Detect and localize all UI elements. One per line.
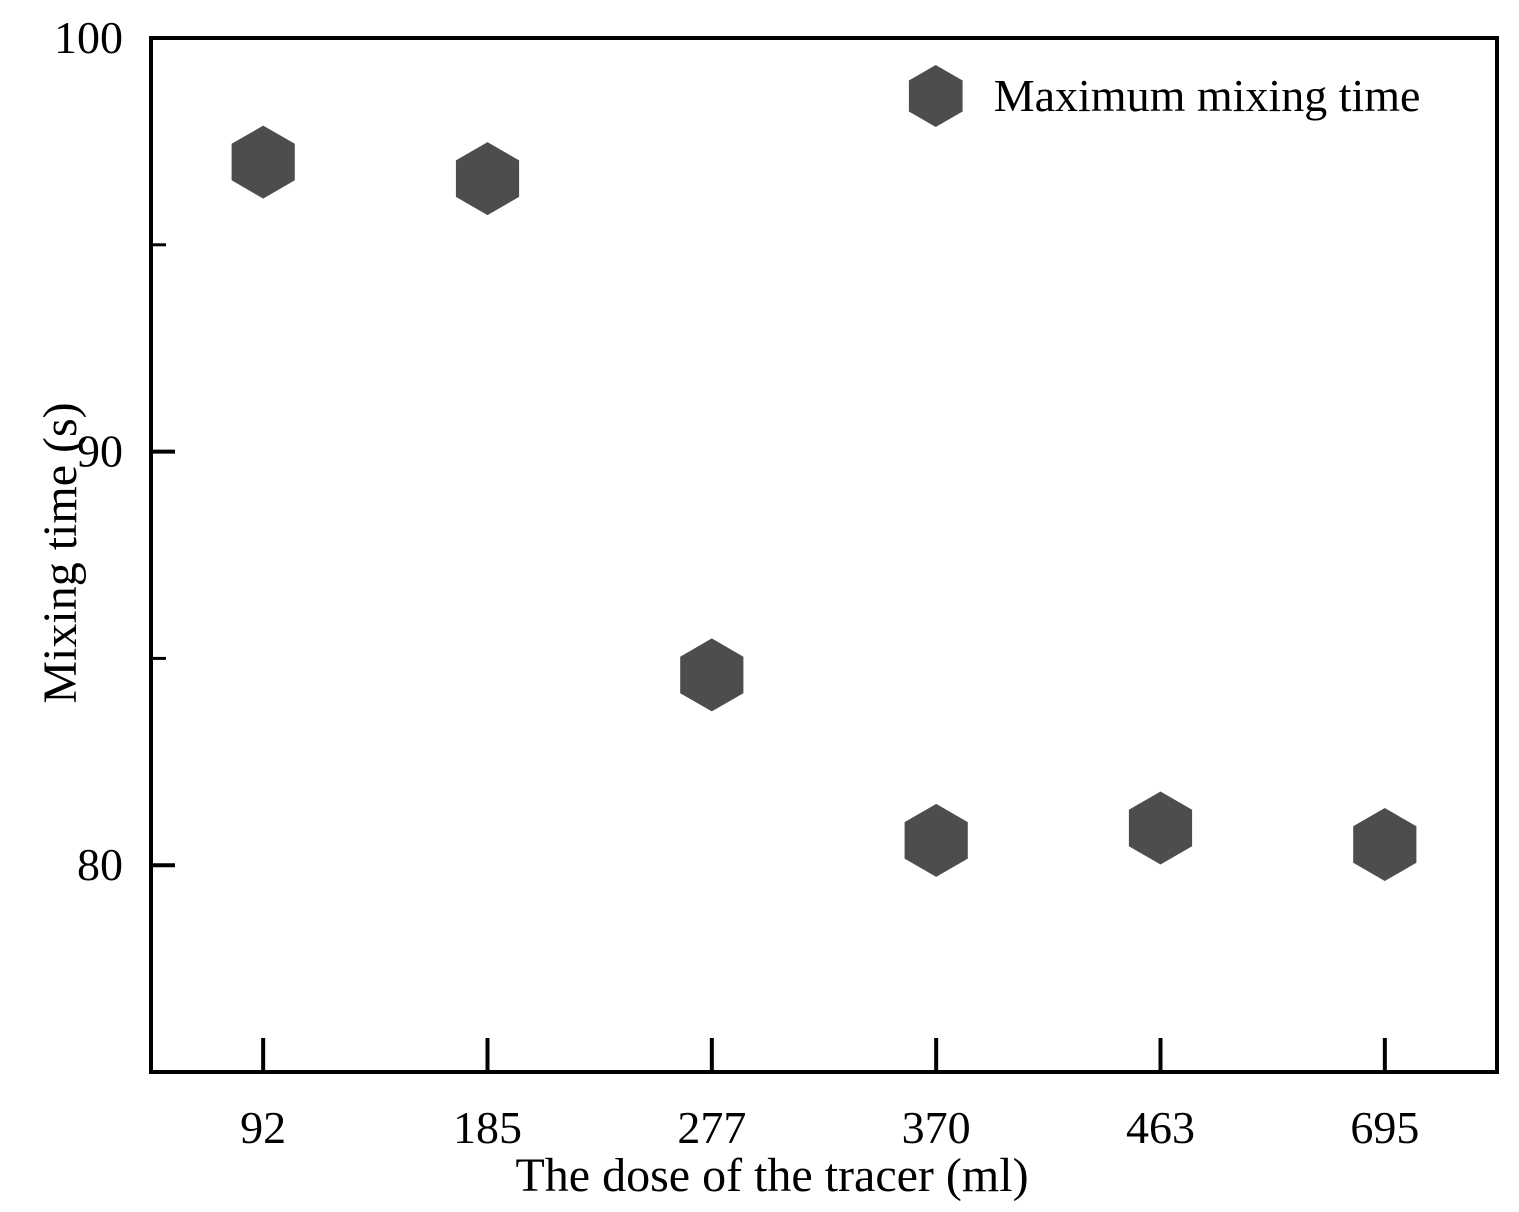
x-tick-label: 92 (240, 1102, 286, 1153)
data-point-hexagon-92 (231, 125, 295, 199)
x-tick-label: 370 (902, 1102, 971, 1153)
data-point-hexagon-185 (455, 142, 520, 216)
legend-marker-hexagon-icon (908, 65, 963, 127)
data-point-hexagon-463 (1128, 791, 1193, 865)
x-tick-label: 185 (453, 1102, 522, 1153)
y-axis-title: Mixing time (s) (34, 402, 87, 703)
x-tick-label: 695 (1350, 1102, 1419, 1153)
data-point-hexagon-695 (1353, 808, 1417, 881)
y-tick-label: 80 (77, 839, 123, 890)
x-tick-label: 463 (1126, 1102, 1195, 1153)
x-tick-label: 277 (677, 1102, 746, 1153)
data-point-hexagon-370 (904, 803, 968, 877)
y-tick-label: 90 (77, 426, 123, 477)
data-point-hexagon-277 (680, 638, 744, 712)
legend-label: Maximum mixing time (994, 70, 1421, 121)
x-axis-title: The dose of the tracer (ml) (515, 1149, 1028, 1202)
plot-border (149, 36, 1499, 1074)
y-tick-label: 100 (54, 12, 123, 63)
